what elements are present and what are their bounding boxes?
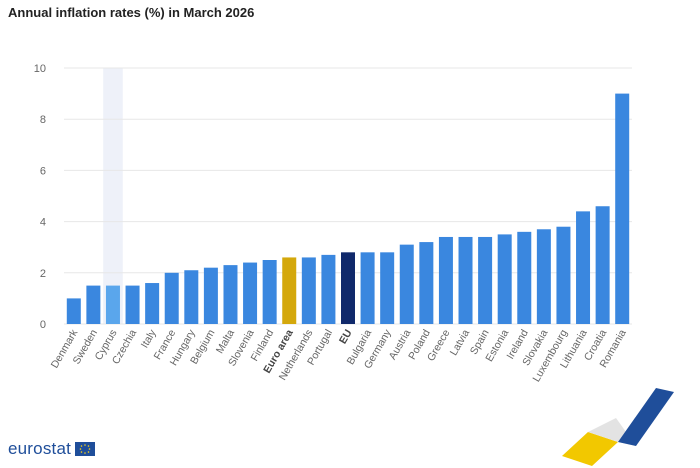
x-tick-label: Latvia (448, 327, 472, 357)
bar-netherlands[interactable] (301, 257, 316, 324)
chart-title: Annual inflation rates (%) in March 2026 (8, 5, 255, 20)
bar-france[interactable] (164, 272, 179, 324)
bar-slovakia[interactable] (536, 229, 551, 324)
bar-lithuania[interactable] (576, 211, 591, 324)
bar-luxembourg[interactable] (556, 226, 571, 324)
bar-estonia[interactable] (497, 234, 512, 324)
y-tick-label: 4 (40, 217, 46, 229)
bar-malta[interactable] (223, 265, 238, 324)
bar-germany[interactable] (380, 252, 395, 324)
y-tick-label: 2 (40, 268, 46, 280)
eu-flag-icon (75, 442, 96, 456)
eurostat-wordmark: eurostat (8, 439, 72, 458)
bar-euro-area[interactable] (282, 257, 297, 324)
eurostat-chevron-logo-icon (562, 388, 674, 466)
hover-band (103, 68, 123, 324)
bar-hungary[interactable] (184, 270, 199, 324)
bar-cyprus[interactable] (105, 285, 120, 324)
bar-austria[interactable] (399, 244, 414, 324)
bar-portugal[interactable] (321, 254, 336, 324)
bar-italy[interactable] (145, 283, 160, 324)
bar-sweden[interactable] (86, 285, 101, 324)
bar-belgium[interactable] (203, 267, 218, 324)
y-tick-label: 8 (40, 114, 46, 126)
bars-layer (66, 93, 630, 324)
bar-poland[interactable] (419, 242, 434, 324)
y-tick-label: 10 (34, 63, 46, 75)
eurostat-brand: eurostat (8, 439, 96, 459)
y-tick-label: 6 (40, 165, 46, 177)
bar-slovenia[interactable] (243, 262, 258, 324)
bar-latvia[interactable] (458, 236, 473, 324)
bar-croatia[interactable] (595, 206, 610, 324)
bar-romania[interactable] (615, 93, 630, 324)
y-tick-label: 0 (40, 319, 46, 331)
bar-spain[interactable] (478, 236, 493, 324)
bar-eu[interactable] (341, 252, 355, 324)
bar-greece[interactable] (438, 236, 453, 324)
bar-ireland[interactable] (517, 231, 532, 324)
bar-denmark[interactable] (66, 298, 81, 324)
bar-finland[interactable] (262, 260, 277, 324)
x-tick-label: EU (337, 328, 355, 347)
bar-bulgaria[interactable] (360, 252, 375, 324)
bar-czechia[interactable] (125, 285, 140, 324)
